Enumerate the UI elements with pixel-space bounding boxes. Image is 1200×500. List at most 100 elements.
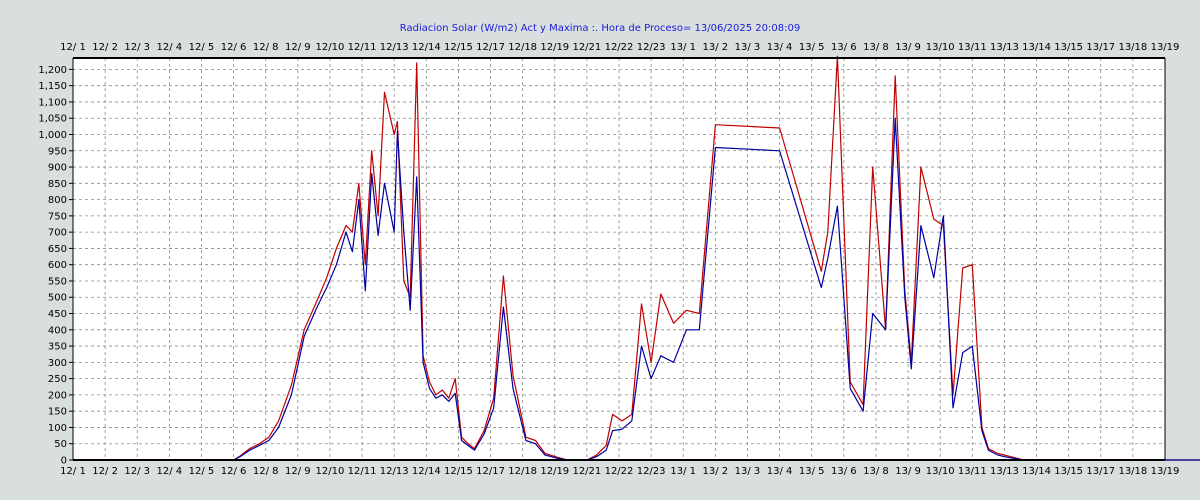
y-tick-label: 1,050 — [38, 114, 67, 125]
x-tick-label-bottom: 12/15 — [444, 466, 473, 477]
axes — [72, 57, 1166, 461]
y-tick-label: 250 — [48, 374, 67, 385]
y-tick-label: 400 — [48, 325, 67, 336]
x-tick-label-top: 13/ 8 — [863, 42, 889, 53]
x-tick-label-top: 13/ 2 — [703, 42, 729, 53]
x-tick-label-bottom: 12/ 1 — [60, 466, 86, 477]
x-tick-label-bottom: 13/ 5 — [799, 466, 825, 477]
x-tick-label-top: 13/ 9 — [895, 42, 921, 53]
x-tick-label-bottom: 13/18 — [1118, 466, 1147, 477]
y-tick-labels: 0 50 100 150 200 250 300 350 400 450 500 550 600 650 7… — [38, 65, 73, 467]
y-tick-label: 750 — [48, 211, 67, 222]
y-tick-label: 1,200 — [38, 65, 67, 76]
x-tick-label-bottom: 12/18 — [508, 466, 537, 477]
x-tick-label-top: 13/14 — [1022, 42, 1051, 53]
x-tick-label-top: 12/14 — [412, 42, 441, 53]
x-tick-label-bottom: 12/ 6 — [221, 466, 247, 477]
x-tick-label-top: 12/ 8 — [253, 42, 279, 53]
y-tick-label: 150 — [48, 407, 67, 418]
x-tick-label-bottom: 13/ 8 — [863, 466, 889, 477]
x-tick-label-top: 13/ 4 — [767, 42, 793, 53]
y-tick-label: 50 — [54, 439, 67, 450]
x-tick-label-top: 13/ 3 — [735, 42, 761, 53]
x-tick-label-bottom: 13/11 — [958, 466, 987, 477]
x-tick-labels-top: 12/ 1 12/ 2 12/ 3 12/ 4 12/ 5 12/ 6 12/ 8 12/ 9… — [60, 42, 1179, 53]
x-tick-label-top: 12/11 — [348, 42, 377, 53]
x-tick-label-bottom: 12/21 — [572, 466, 601, 477]
x-tick-label-bottom: 12/19 — [540, 466, 569, 477]
x-tick-label-bottom: 13/ 1 — [670, 466, 696, 477]
x-tick-label-top: 12/15 — [444, 42, 473, 53]
x-tick-label-top: 12/ 1 — [60, 42, 86, 53]
x-tick-label-bottom: 12/ 9 — [285, 466, 311, 477]
x-tick-label-bottom: 13/ 6 — [831, 466, 857, 477]
x-tick-label-bottom: 12/ 5 — [189, 466, 215, 477]
x-tick-label-top: 12/10 — [316, 42, 345, 53]
x-tick-label-top: 13/13 — [990, 42, 1019, 53]
x-tick-label-top: 13/ 5 — [799, 42, 825, 53]
x-tick-label-bottom: 12/ 3 — [124, 466, 150, 477]
x-tick-label-bottom: 12/23 — [637, 466, 666, 477]
chart-title: Radiacion Solar (W/m2) Act y Maxima :. H… — [400, 23, 800, 34]
x-tick-label-top: 13/ 6 — [831, 42, 857, 53]
x-tick-label-top: 13/17 — [1086, 42, 1115, 53]
x-tick-label-bottom: 12/ 8 — [253, 466, 279, 477]
x-tick-label-bottom: 12/14 — [412, 466, 441, 477]
x-tick-label-bottom: 12/11 — [348, 466, 377, 477]
x-tick-label-bottom: 13/17 — [1086, 466, 1115, 477]
x-tick-label-top: 12/21 — [572, 42, 601, 53]
x-tick-label-top: 12/17 — [476, 42, 505, 53]
x-tick-label-top: 12/ 9 — [285, 42, 311, 53]
x-tick-label-bottom: 12/10 — [316, 466, 345, 477]
x-tick-label-top: 13/19 — [1151, 42, 1180, 53]
x-tick-label-top: 12/13 — [380, 42, 409, 53]
x-tick-label-top: 12/ 2 — [92, 42, 118, 53]
x-tick-label-top: 12/ 6 — [221, 42, 247, 53]
grid-lines — [73, 58, 1165, 460]
x-tick-label-top: 13/15 — [1054, 42, 1083, 53]
y-tick-label: 200 — [48, 390, 67, 401]
y-tick-label: 600 — [48, 260, 67, 271]
x-tick-label-top: 12/22 — [605, 42, 634, 53]
y-tick-label: 950 — [48, 146, 67, 157]
x-tick-label-top: 12/18 — [508, 42, 537, 53]
x-tick-label-bottom: 13/ 4 — [767, 466, 793, 477]
y-tick-label: 550 — [48, 276, 67, 287]
y-tick-label: 1,150 — [38, 81, 67, 92]
x-tick-label-top: 13/11 — [958, 42, 987, 53]
y-tick-label: 900 — [48, 163, 67, 174]
x-tick-label-bottom: 12/22 — [605, 466, 634, 477]
x-tick-label-bottom: 13/10 — [926, 466, 955, 477]
x-tick-label-bottom: 13/ 9 — [895, 466, 921, 477]
y-tick-label: 450 — [48, 309, 67, 320]
y-tick-label: 300 — [48, 358, 67, 369]
y-tick-label: 650 — [48, 244, 67, 255]
x-tick-label-bottom: 13/ 2 — [703, 466, 729, 477]
y-tick-label: 850 — [48, 179, 67, 190]
x-tick-label-bottom: 13/ 3 — [735, 466, 761, 477]
x-tick-label-bottom: 13/15 — [1054, 466, 1083, 477]
x-tick-label-top: 12/ 3 — [124, 42, 150, 53]
y-tick-label: 700 — [48, 228, 67, 239]
x-tick-label-top: 12/23 — [637, 42, 666, 53]
x-tick-label-top: 13/10 — [926, 42, 955, 53]
x-tick-label-top: 12/ 4 — [157, 42, 183, 53]
x-tick-label-top: 13/18 — [1118, 42, 1147, 53]
y-tick-label: 800 — [48, 195, 67, 206]
x-tick-labels-bottom: 12/ 1 12/ 2 12/ 3 12/ 4 12/ 5 12/ 6 12/ 8 12/ 9… — [60, 466, 1179, 477]
x-tick-label-bottom: 12/13 — [380, 466, 409, 477]
x-tick-label-bottom: 13/13 — [990, 466, 1019, 477]
x-tick-label-top: 12/19 — [540, 42, 569, 53]
x-tick-label-top: 12/ 5 — [189, 42, 215, 53]
x-tick-label-bottom: 12/ 4 — [157, 466, 183, 477]
x-tick-label-bottom: 13/19 — [1151, 466, 1180, 477]
y-tick-label: 0 — [61, 456, 67, 467]
x-tick-label-top: 13/ 1 — [670, 42, 696, 53]
x-tick-label-bottom: 13/14 — [1022, 466, 1051, 477]
y-tick-label: 350 — [48, 342, 67, 353]
y-tick-label: 100 — [48, 423, 67, 434]
x-tick-label-bottom: 12/ 2 — [92, 466, 118, 477]
y-tick-label: 1,000 — [38, 130, 67, 141]
y-tick-label: 500 — [48, 293, 67, 304]
